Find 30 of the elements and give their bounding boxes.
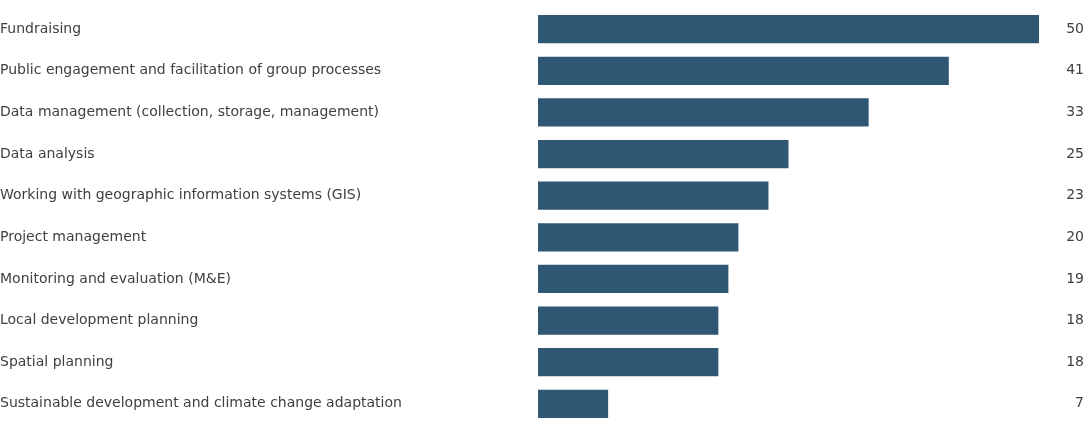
y-tick-label: Data management (collection, storage, management) xyxy=(0,103,379,120)
y-tick-label: Public engagement and facilitation of group processes xyxy=(0,61,382,78)
bar xyxy=(538,56,949,85)
y-tick-label: Data analysis xyxy=(0,144,95,161)
y-tick-label: Spatial planning xyxy=(0,352,114,369)
bar xyxy=(538,264,729,294)
data-label: 33 xyxy=(1066,103,1084,120)
bar xyxy=(538,98,869,127)
y-tick-label: Project management xyxy=(0,227,147,244)
bar xyxy=(538,181,769,210)
data-label: 7 xyxy=(1075,394,1084,411)
bar xyxy=(538,139,789,169)
data-label: 23 xyxy=(1066,186,1084,203)
y-tick-label: Sustainable development and climate change adaptation xyxy=(0,394,402,411)
data-label: 19 xyxy=(1066,269,1084,286)
y-tick-label: Monitoring and evaluation (M&E) xyxy=(0,269,231,286)
data-label: 18 xyxy=(1066,311,1084,328)
bar xyxy=(538,223,739,252)
y-tick-label: Local development planning xyxy=(0,311,199,328)
bar xyxy=(538,306,719,335)
data-label: 41 xyxy=(1066,61,1084,78)
data-label: 50 xyxy=(1066,19,1084,36)
data-label: 20 xyxy=(1066,227,1084,244)
bar xyxy=(538,348,719,377)
y-tick-label: Working with geographic information systems (GIS) xyxy=(0,186,362,203)
bar xyxy=(538,389,609,418)
data-label: 18 xyxy=(1066,352,1084,369)
data-label: 25 xyxy=(1066,144,1084,161)
bar xyxy=(538,15,1039,44)
y-tick-label: Fundraising xyxy=(0,19,82,36)
